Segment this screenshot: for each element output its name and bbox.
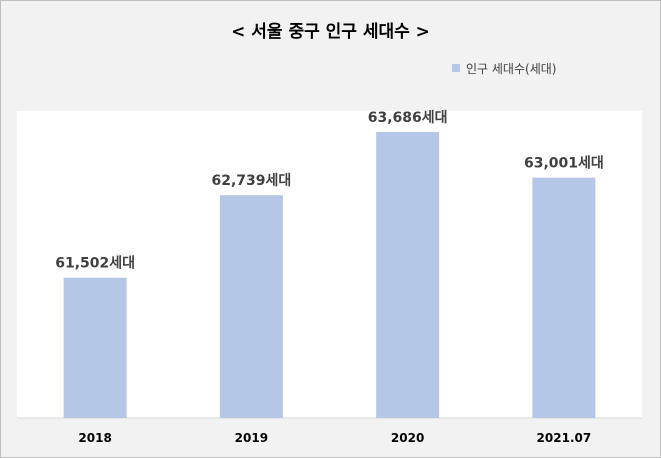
x-tick-label-2021.07: 2021.07 [537,431,592,445]
data-label-2019: 62,739세대 [211,173,291,189]
bar-2020 [376,131,440,418]
x-tick-label-2020: 2020 [391,431,424,445]
data-labels-group: 61,502세대 62,739세대 63,686세대 63,001세대 [55,110,604,272]
chart-title: < 서울 중구 인구 세대수 > [231,22,430,42]
data-label-2020: 63,686세대 [368,110,448,126]
x-ticks-group: 2018 2019 2020 2021.07 [78,431,591,445]
bar-2019 [219,195,283,418]
x-tick-label-2019: 2019 [235,431,268,445]
data-label-2021.07: 63,001세대 [524,156,604,172]
legend-swatch [452,64,460,72]
bar-2021.07 [532,177,596,418]
bars-group [63,131,596,418]
legend: 인구 세대수(세대) [452,60,556,76]
x-tick-label-2018: 2018 [78,431,111,445]
legend-label: 인구 세대수(세대) [466,61,557,76]
data-label-2018: 61,502세대 [55,256,135,272]
bar-2018 [63,277,127,418]
